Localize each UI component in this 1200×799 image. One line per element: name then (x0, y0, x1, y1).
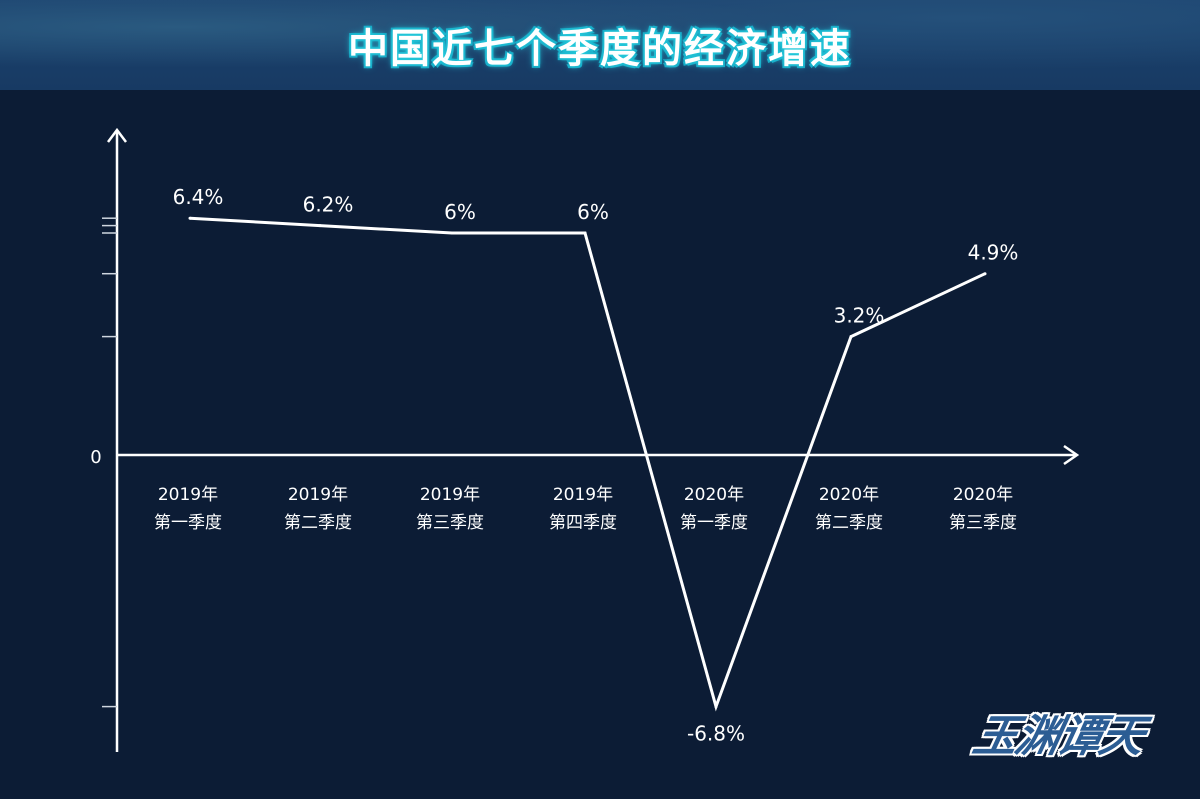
x-tick-label: 第三季度 (949, 513, 1017, 533)
y-axis-arrow-icon (107, 127, 127, 143)
series-line (189, 216, 986, 712)
data-point (450, 231, 454, 235)
x-tick-label: 2019年 (158, 485, 218, 505)
x-tick-label: 2019年 (288, 485, 348, 505)
x-tick-label: 2020年 (819, 485, 879, 505)
x-tick-label: 第一季度 (154, 513, 222, 533)
y-tick-label: 0 (90, 447, 101, 468)
x-tick-label: 2019年 (420, 485, 480, 505)
page-title: 中国近七个季度的经济增速 (348, 26, 852, 72)
header-banner: 中国近七个季度的经济增速 (0, 0, 1200, 90)
data-label: 6.4% (173, 185, 224, 209)
x-tick-label: 第二季度 (815, 513, 883, 533)
data-label: 4.9% (968, 241, 1019, 265)
data-label: 6% (577, 200, 609, 224)
x-tick-label: 2020年 (684, 485, 744, 505)
data-point (849, 335, 853, 339)
data-point (188, 216, 192, 220)
data-label: 6% (444, 200, 476, 224)
x-tick-label: 第一季度 (680, 513, 748, 533)
data-label: -6.8% (687, 722, 745, 746)
x-tick-label: 第三季度 (416, 513, 484, 533)
x-axis-arrow-icon (1063, 444, 1080, 466)
data-point (583, 231, 587, 235)
data-point (983, 272, 987, 276)
x-tick-label: 第四季度 (549, 513, 617, 533)
x-tick-label: 第二季度 (284, 513, 352, 533)
data-point (714, 705, 718, 709)
data-label: 3.2% (834, 304, 885, 328)
x-tick-label: 2019年 (553, 485, 613, 505)
data-label: 6.2% (303, 193, 354, 217)
x-tick-label: 2020年 (953, 485, 1013, 505)
data-point (318, 224, 322, 228)
watermark-signature: 玉渊谭天 (968, 711, 1148, 762)
